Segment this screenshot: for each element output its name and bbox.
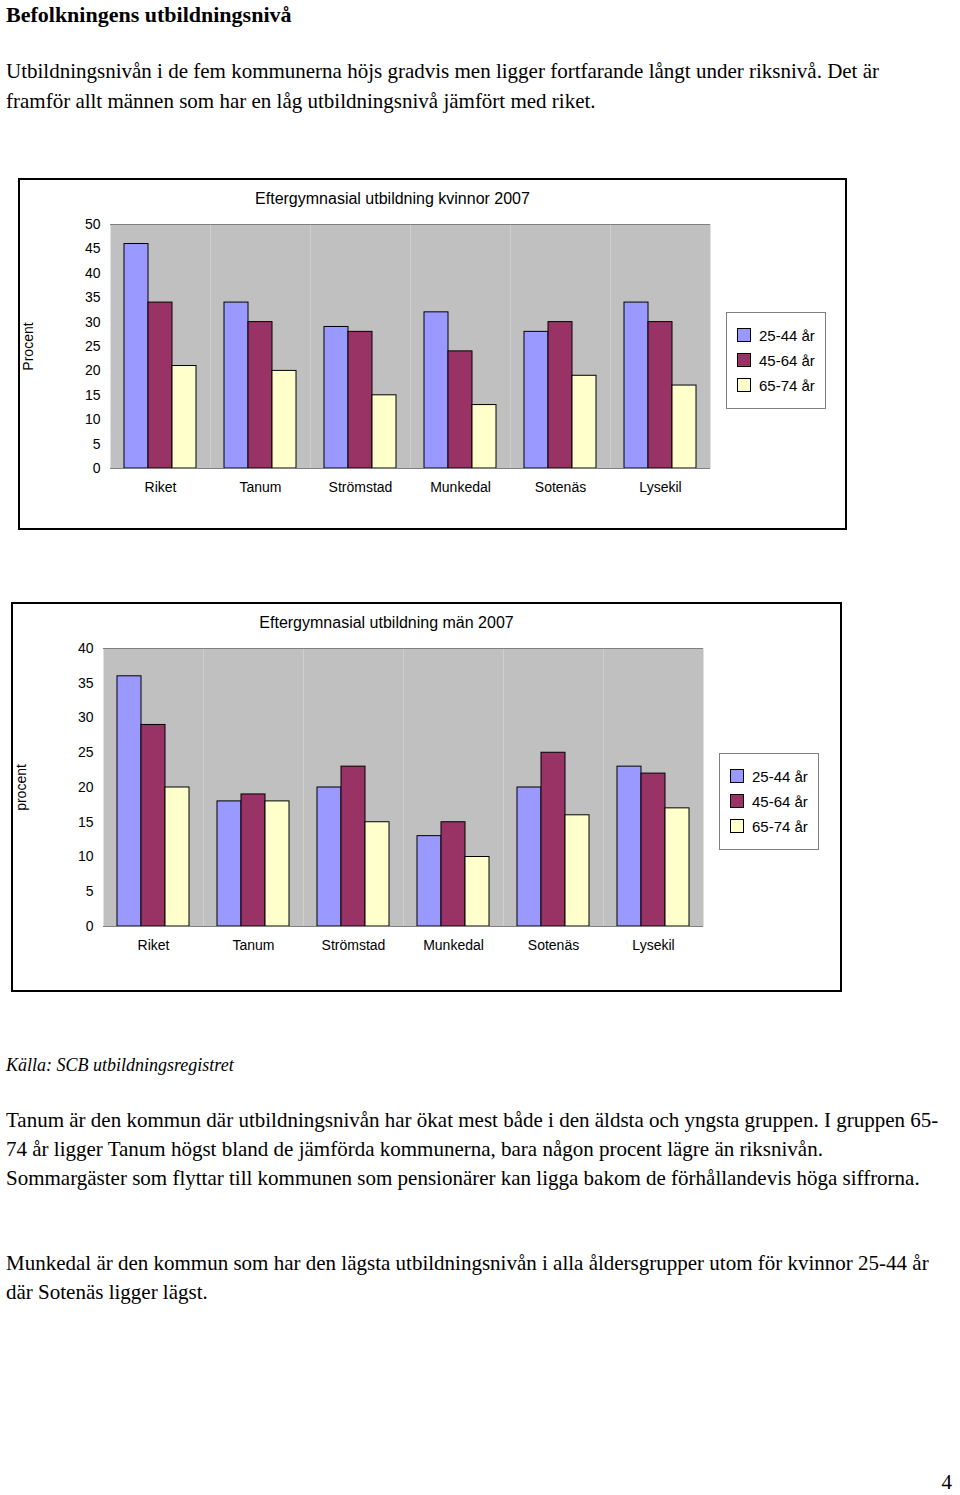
svg-text:5: 5 <box>86 883 94 899</box>
svg-text:0: 0 <box>86 918 94 934</box>
svg-text:50: 50 <box>85 216 101 232</box>
svg-text:5: 5 <box>93 436 101 452</box>
html-text:Munkedal är den kommun som har: Munkedal är den kommun som har den lägst… <box>6 1251 929 1304</box>
svg-text:35: 35 <box>78 675 94 691</box>
html-text:45-64 år: 45-64 år <box>752 792 808 810</box>
html-text:Tanum är den kommun där utbild: Tanum är den kommun där utbildningsnivån… <box>6 1108 939 1190</box>
svg-text:Tanum: Tanum <box>239 479 281 495</box>
html-text:Utbildningsnivån i de fem komm: Utbildningsnivån i de fem kommunerna höj… <box>6 59 879 113</box>
html-text:Eftergymnasial utbildning kvin: Eftergymnasial utbildning kvinnor 2007 <box>255 190 530 207</box>
svg-text:Lysekil: Lysekil <box>639 479 681 495</box>
svg-text:20: 20 <box>78 779 94 795</box>
html-text:45-64 år: 45-64 år <box>759 351 815 369</box>
svg-text:40: 40 <box>85 265 101 281</box>
svg-text:15: 15 <box>85 387 101 403</box>
svg-text:25: 25 <box>78 744 94 760</box>
svg-text:Tanum: Tanum <box>232 937 274 953</box>
svg-text:Strömstad: Strömstad <box>322 937 386 953</box>
html-text:25-44 år: 25-44 år <box>752 767 808 785</box>
html-text:Eftergymnasial utbildning män: Eftergymnasial utbildning män 2007 <box>259 614 514 631</box>
svg-text:Munkedal: Munkedal <box>430 479 491 495</box>
svg-text:20: 20 <box>85 362 101 378</box>
svg-text:35: 35 <box>85 289 101 305</box>
svg-text:Strömstad: Strömstad <box>329 479 393 495</box>
svg-text:10: 10 <box>78 848 94 864</box>
html-text:4: 4 <box>941 1470 952 1494</box>
html-text:25-44 år: 25-44 år <box>759 326 815 344</box>
svg-text:0: 0 <box>93 460 101 476</box>
svg-text:procent: procent <box>13 764 29 811</box>
html-text:Befolkningens utbildningsnivå: Befolkningens utbildningsnivå <box>6 2 292 27</box>
html-text:Källa: SCB utbildningsregistre: Källa: SCB utbildningsregistret <box>6 1055 234 1075</box>
svg-text:Riket: Riket <box>138 937 170 953</box>
svg-text:25: 25 <box>85 338 101 354</box>
svg-text:10: 10 <box>85 411 101 427</box>
svg-text:Riket: Riket <box>145 479 177 495</box>
svg-text:30: 30 <box>85 314 101 330</box>
svg-text:15: 15 <box>78 814 94 830</box>
svg-text:45: 45 <box>85 240 101 256</box>
html-text:65-74 år: 65-74 år <box>759 376 815 394</box>
svg-text:Lysekil: Lysekil <box>632 937 674 953</box>
svg-text:40: 40 <box>78 640 94 656</box>
svg-text:Sotenäs: Sotenäs <box>535 479 586 495</box>
svg-text:30: 30 <box>78 709 94 725</box>
html-text:65-74 år: 65-74 år <box>752 817 808 835</box>
svg-text:Procent: Procent <box>20 322 36 370</box>
svg-text:Munkedal: Munkedal <box>423 937 484 953</box>
svg-text:Sotenäs: Sotenäs <box>528 937 579 953</box>
